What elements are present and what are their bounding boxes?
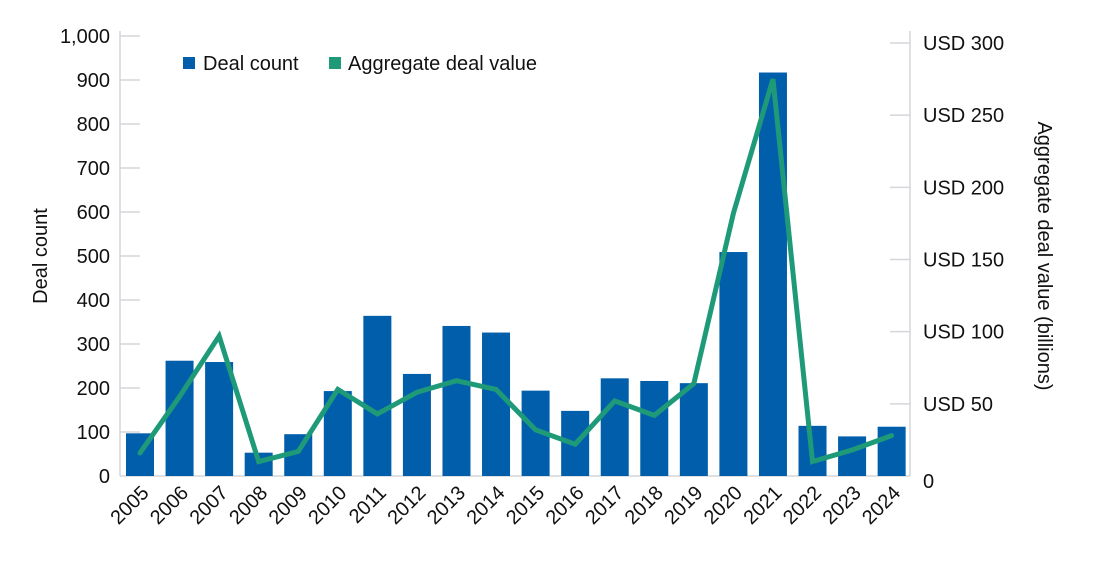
legend-label-aggregate-value: Aggregate deal value — [348, 53, 537, 75]
x-tick-label: 2010 — [304, 482, 351, 529]
right-tick-label: USD 200 — [923, 177, 1004, 199]
x-tick-label: 2009 — [265, 482, 312, 529]
x-tick-label: 2011 — [345, 482, 391, 528]
bar-2011 — [363, 315, 392, 476]
x-tick-label: 2022 — [779, 482, 826, 529]
left-tick-label: 1,000 — [60, 26, 110, 48]
left-tick-label: 200 — [77, 378, 110, 400]
bar-2017 — [600, 378, 629, 476]
left-tick-label: 300 — [77, 334, 110, 356]
x-tick-label: 2006 — [146, 482, 193, 529]
bar-2019 — [679, 383, 708, 476]
legend-label-deal-count: Deal count — [203, 53, 299, 75]
bar-2013 — [442, 325, 471, 476]
x-tick-label: 2018 — [621, 482, 668, 529]
x-tick-label: 2014 — [463, 482, 510, 529]
left-tick-label: 700 — [77, 158, 110, 180]
x-tick-label: 2008 — [225, 482, 272, 529]
x-tick-label: 2019 — [660, 482, 707, 529]
x-tick-label: 2024 — [858, 482, 905, 529]
right-tick-label: USD 150 — [923, 250, 1004, 272]
right-tick-label: USD 100 — [923, 322, 1004, 344]
left-tick-label: 100 — [77, 422, 110, 444]
left-tick-label: 500 — [77, 246, 110, 268]
x-tick-label: 2012 — [383, 482, 430, 529]
left-tick-label: 900 — [77, 70, 110, 92]
y2-axis-title: Aggregate deal value (billions) — [1033, 121, 1055, 390]
bar-2020 — [719, 252, 748, 476]
bar-2018 — [640, 380, 669, 476]
x-tick-label: 2015 — [502, 482, 549, 529]
bar-2021 — [758, 72, 787, 477]
left-tick-label: 0 — [99, 466, 110, 488]
left-tick-label: 600 — [77, 202, 110, 224]
right-tick-label: USD 250 — [923, 105, 1004, 127]
x-tick-label: 2020 — [700, 482, 747, 529]
bar-2007 — [205, 362, 234, 476]
x-tick-label: 2013 — [423, 482, 470, 529]
aggregate-value-line — [137, 78, 895, 465]
x-tick-label: 2005 — [107, 482, 154, 529]
x-tick-label: 2017 — [581, 482, 628, 529]
bar-2014 — [482, 332, 511, 476]
right-tick-label: 0 — [923, 471, 934, 493]
x-tick-label: 2023 — [819, 482, 866, 529]
right-tick-label: USD 50 — [923, 394, 993, 416]
legend-swatch-aggregate-value — [329, 57, 341, 69]
bar-2023 — [838, 436, 867, 476]
right-tick-label: USD 300 — [923, 33, 1004, 55]
left-tick-label: 400 — [77, 290, 110, 312]
left-tick-label: 800 — [77, 114, 110, 136]
x-tick-label: 2007 — [186, 482, 233, 529]
x-tick-label: 2021 — [739, 482, 786, 529]
legend-swatch-deal-count — [183, 57, 195, 69]
y-axis-title: Deal count — [30, 208, 52, 304]
x-tick-label: 2016 — [542, 482, 589, 529]
